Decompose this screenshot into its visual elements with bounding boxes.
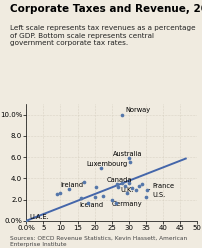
Text: Left scale represents tax revenues as a percentage
of GDP. Bottom scale represen: Left scale represents tax revenues as a … bbox=[10, 25, 195, 46]
Point bbox=[143, 195, 147, 199]
Text: France: France bbox=[146, 184, 174, 190]
Point bbox=[126, 156, 130, 160]
Point bbox=[109, 198, 113, 202]
Point bbox=[86, 201, 89, 205]
Text: Canada: Canada bbox=[106, 177, 131, 183]
Point bbox=[116, 185, 120, 189]
Point bbox=[79, 196, 82, 200]
Text: Luxembourg: Luxembourg bbox=[86, 161, 127, 167]
Text: U.K.: U.K. bbox=[120, 187, 133, 193]
Point bbox=[120, 181, 123, 185]
Point bbox=[145, 188, 148, 192]
Point bbox=[82, 180, 86, 184]
Text: U.A.E.: U.A.E. bbox=[30, 214, 49, 220]
Point bbox=[67, 187, 70, 191]
Point bbox=[115, 182, 118, 186]
Point bbox=[120, 113, 123, 117]
Point bbox=[130, 186, 133, 190]
Point bbox=[55, 192, 58, 196]
Point bbox=[94, 185, 97, 189]
Text: Australia: Australia bbox=[113, 151, 142, 157]
Point bbox=[93, 195, 96, 199]
Point bbox=[101, 194, 104, 198]
Text: Germany: Germany bbox=[111, 201, 142, 208]
Point bbox=[128, 160, 131, 164]
Point bbox=[114, 201, 118, 205]
Point bbox=[25, 219, 28, 223]
Text: Iceland: Iceland bbox=[79, 202, 103, 208]
Point bbox=[125, 191, 128, 195]
Point bbox=[140, 182, 143, 186]
Point bbox=[137, 184, 140, 188]
Point bbox=[133, 188, 137, 192]
Point bbox=[123, 184, 126, 188]
Text: Sources: OECD Revenue Statistics, Kevin Hassett, American
Enterprise Institute: Sources: OECD Revenue Statistics, Kevin … bbox=[10, 236, 186, 247]
Point bbox=[99, 166, 103, 170]
Text: Ireland: Ireland bbox=[60, 182, 83, 188]
Point bbox=[126, 181, 130, 185]
Text: U.S.: U.S. bbox=[145, 192, 165, 198]
Text: Corporate Taxes and Revenue, 2004: Corporate Taxes and Revenue, 2004 bbox=[10, 4, 202, 14]
Text: Norway: Norway bbox=[125, 107, 150, 113]
Point bbox=[59, 191, 62, 195]
